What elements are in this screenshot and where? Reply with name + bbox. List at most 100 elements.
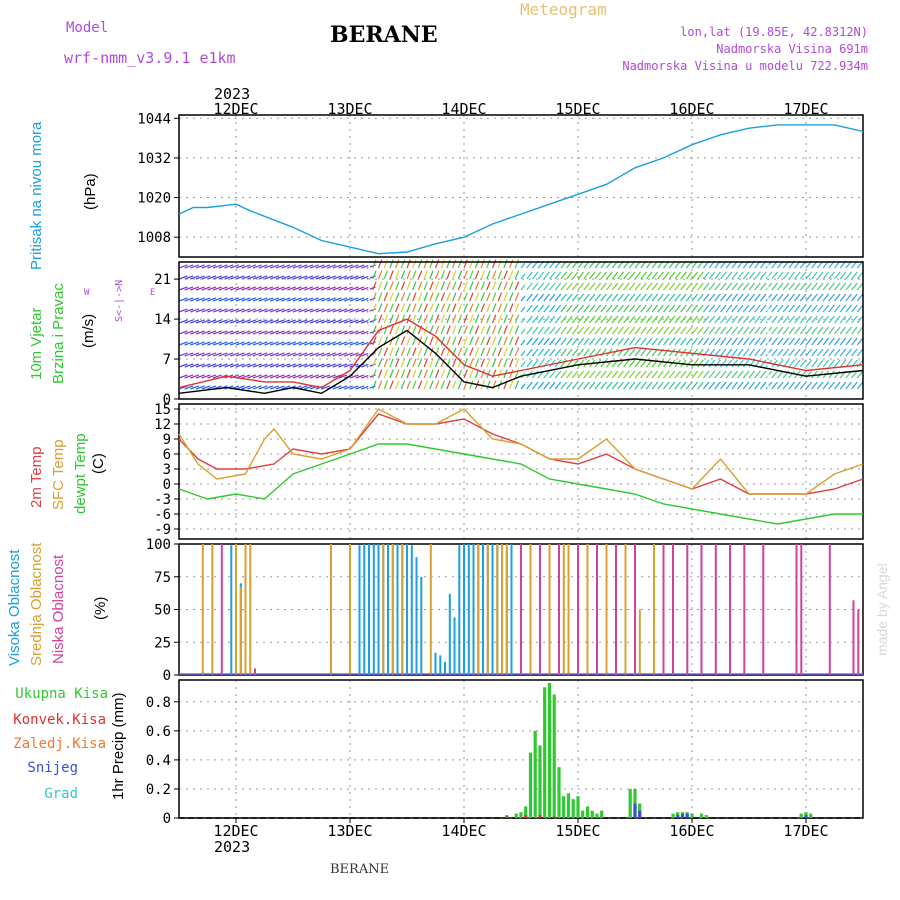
wind-barb — [275, 374, 285, 379]
wind-barb — [264, 341, 274, 346]
wind-barb — [440, 369, 446, 379]
wind-barb — [606, 282, 613, 291]
clouds-bar — [714, 544, 717, 675]
wind-barb — [457, 325, 463, 335]
wind-barb — [811, 293, 818, 302]
wind-barb — [452, 303, 457, 313]
wind-barb — [434, 380, 440, 390]
wind-barb — [514, 380, 520, 390]
wind-barb — [822, 304, 830, 313]
wind-barb — [452, 336, 457, 346]
wind-barb — [298, 374, 308, 379]
wind-barb — [349, 374, 359, 379]
wind-barb — [258, 319, 268, 324]
wind-barb — [281, 385, 291, 390]
wind-barb — [417, 314, 423, 324]
wind-barb — [304, 385, 314, 390]
wind-barb — [298, 330, 308, 335]
wind-barb — [452, 270, 457, 280]
wind-barb — [269, 385, 279, 390]
wind-barb — [851, 348, 858, 357]
model-name: wrf-nmm_v3.9.1 e1km — [64, 49, 236, 67]
wind-barb — [782, 315, 790, 324]
wind-barb — [571, 293, 579, 302]
wind-barb — [452, 380, 457, 390]
wind-barb — [389, 292, 394, 302]
wind-barb — [645, 282, 653, 291]
wind-barb — [628, 381, 636, 390]
wind-barb — [554, 293, 562, 302]
wind-barb — [691, 293, 699, 302]
wind-barb — [389, 358, 394, 368]
wind-barb — [434, 303, 440, 313]
wind-barb — [583, 271, 590, 280]
wind-barb — [526, 304, 533, 313]
wind-barb — [623, 359, 630, 368]
wind-barb — [377, 347, 383, 357]
wind-barb — [526, 359, 533, 368]
wind-barb — [509, 281, 514, 291]
wind-barb — [845, 348, 852, 357]
wind-barb — [440, 347, 446, 357]
wind-barb — [258, 341, 268, 346]
pressure-ytick-label: 1032 — [137, 151, 171, 167]
clouds-bar — [567, 544, 570, 675]
wind-barb — [531, 370, 539, 379]
model-label: Model — [66, 20, 109, 36]
wind-barb — [440, 314, 446, 324]
wind-barb — [566, 304, 573, 313]
wind-barb — [748, 370, 756, 379]
wind-barb — [218, 363, 228, 368]
wind-barb — [805, 271, 813, 280]
wind-barb — [355, 330, 365, 335]
wind-barb — [321, 319, 331, 324]
wind-barb — [190, 341, 200, 346]
wind-barb — [628, 282, 636, 291]
wind-barb — [338, 352, 348, 357]
wind-barb — [349, 297, 359, 302]
wind-barb — [503, 259, 508, 269]
wind-barb — [588, 326, 596, 335]
day-label-top: 15DEC — [555, 100, 600, 118]
wind-barb — [617, 304, 624, 313]
wind-barb — [531, 315, 539, 324]
wind-barb — [269, 264, 279, 269]
wind-barb — [788, 282, 795, 291]
wind-barb — [702, 381, 710, 390]
wind-barb — [851, 337, 858, 346]
wind-barb — [338, 374, 348, 379]
wind-barb — [839, 359, 847, 368]
wind-barb — [486, 303, 491, 313]
temperature-ytick-label: -6 — [154, 507, 171, 523]
wind-barb — [628, 293, 636, 302]
wind-barb — [571, 326, 579, 335]
wind-barb — [252, 297, 262, 302]
pressure-ytick-label: 1044 — [137, 111, 171, 127]
wind-barb — [657, 326, 664, 335]
wind-barb — [412, 347, 417, 357]
wind-barb — [315, 330, 325, 335]
wind-barb — [247, 319, 257, 324]
wind-barb — [816, 381, 824, 390]
wind-barb — [486, 347, 491, 357]
wind-barb — [486, 292, 491, 302]
wind-barb — [725, 337, 733, 346]
wind-barb — [190, 363, 200, 368]
wind-barb — [851, 326, 858, 335]
wind-barb — [634, 348, 642, 357]
wind-barb — [668, 271, 676, 280]
wind-barb — [628, 370, 636, 379]
wind-barb — [212, 341, 222, 346]
wind-barb — [486, 380, 491, 390]
wind-barb — [486, 369, 491, 379]
wind-barb — [754, 381, 761, 390]
wind-barb — [566, 337, 573, 346]
pressure-ytick-label: 1008 — [137, 230, 171, 246]
precip-legend-total: Ukupna Kisa — [15, 686, 108, 702]
wind-barb — [845, 282, 852, 291]
wind-barb — [321, 286, 331, 291]
wind-barb — [195, 330, 205, 335]
wind-barb — [207, 286, 217, 291]
wind-barb — [235, 341, 245, 346]
wind-barb — [355, 275, 365, 280]
